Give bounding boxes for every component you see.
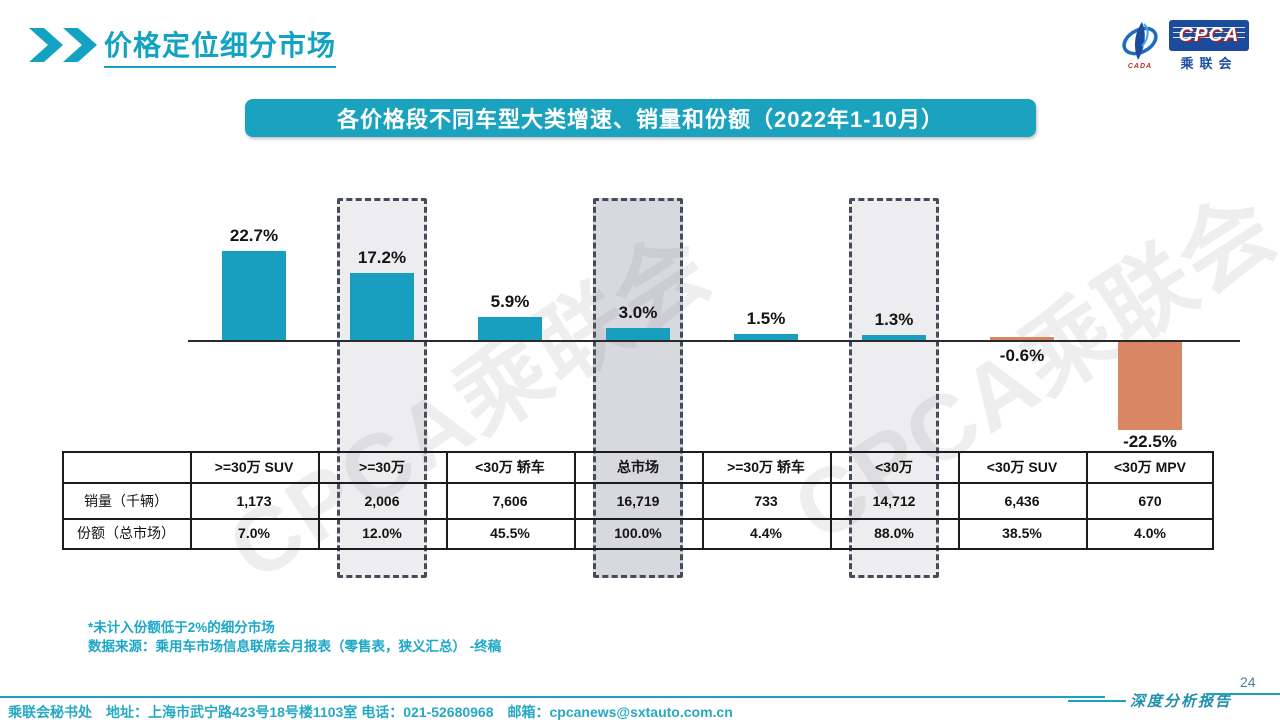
footnote-source: 数据来源：乘用车市场信息联席会月报表（零售表，狭义汇总） -终稿: [88, 639, 502, 654]
table-column-header: >=30万: [359, 458, 405, 475]
bar-value-label: 3.0%: [618, 303, 658, 322]
report-label: 深度分析报告: [1130, 692, 1233, 710]
report-label-right-rule: [1206, 693, 1280, 695]
double-chevron-icon: [29, 28, 97, 62]
table-vertical-line: [574, 451, 576, 550]
table-share-cell: 4.0%: [1134, 525, 1166, 541]
table-column-header: <30万 SUV: [986, 458, 1058, 475]
x-axis-line: [188, 340, 1240, 342]
cpca-box: CPCA: [1169, 20, 1249, 51]
table-vertical-line: [958, 451, 960, 550]
cpca-sub-label: 乘联会: [1180, 56, 1238, 71]
table-horizontal-line: [62, 451, 1214, 453]
cpca-label: CPCA: [1178, 24, 1240, 46]
table-vertical-line: [446, 451, 448, 550]
bar: [222, 251, 286, 340]
table-vertical-line: [830, 451, 832, 550]
bar: [478, 317, 542, 340]
table-vertical-line: [62, 451, 64, 550]
bar: [1118, 342, 1182, 430]
table-row-header: 销量（千辆）: [84, 492, 168, 509]
table-vertical-line: [1086, 451, 1088, 550]
cpca-swoosh-icon: CADA: [1118, 20, 1162, 72]
table-sales-cell: 14,712: [872, 492, 916, 509]
table-vertical-line: [702, 451, 704, 550]
table-sales-cell: 733: [754, 492, 778, 509]
table-vertical-line: [190, 451, 192, 550]
table-column-header: 总市场: [617, 458, 659, 475]
bar: [606, 328, 670, 340]
table-share-cell: 88.0%: [874, 525, 914, 541]
footnotes: *未计入份额低于2%的细分市场 数据来源：乘用车市场信息联席会月报表（零售表，狭…: [88, 618, 501, 656]
bar-value-label: 1.5%: [746, 309, 786, 328]
highlight-box: [849, 198, 939, 578]
bar: [862, 335, 926, 340]
bar: [990, 337, 1054, 340]
page-title: 价格定位细分市场: [104, 24, 337, 68]
table-column-header: <30万 轿车: [475, 458, 545, 475]
table-sales-cell: 7,606: [492, 492, 528, 509]
footer-contact: 乘联会秘书处 地址：上海市武宁路423号18号楼1103室 电话：021-526…: [8, 704, 733, 720]
table-column-header: <30万: [875, 458, 913, 475]
table-sales-cell: 670: [1138, 492, 1162, 509]
table-share-cell: 12.0%: [362, 525, 402, 541]
table-vertical-line: [318, 451, 320, 550]
table-horizontal-line: [62, 548, 1214, 550]
table-share-cell: 100.0%: [614, 525, 662, 541]
table-row-header: 份额（总市场）: [77, 525, 175, 541]
bar-value-label: -22.5%: [1123, 432, 1177, 451]
bar-value-label: 1.3%: [874, 310, 914, 329]
table-sales-cell: 16,719: [616, 492, 660, 509]
cpca-box-lines: [1173, 27, 1245, 28]
bar-value-label: -0.6%: [999, 346, 1045, 365]
table-share-cell: 38.5%: [1002, 525, 1042, 541]
footnote-exclusion: *未计入份额低于2%的细分市场: [88, 620, 275, 635]
table-horizontal-line: [62, 482, 1214, 484]
bar: [350, 273, 414, 340]
table-sales-cell: 2,006: [364, 492, 400, 509]
chart-title-banner: 各价格段不同车型大类增速、销量和份额（2022年1-10月）: [245, 99, 1036, 137]
table-horizontal-line: [62, 518, 1214, 520]
report-label-left-rule: [1068, 700, 1126, 702]
bar-value-label: 17.2%: [357, 248, 407, 267]
bar-value-label: 5.9%: [490, 292, 530, 311]
table-share-cell: 45.5%: [490, 525, 530, 541]
table-column-header: <30万 MPV: [1114, 458, 1186, 475]
table-column-header: >=30万 SUV: [214, 458, 294, 475]
highlight-box: [337, 198, 427, 578]
page-number: 24: [1240, 674, 1256, 690]
table-share-cell: 4.4%: [750, 525, 782, 541]
footer-divider: [0, 696, 1105, 698]
table-column-header: >=30万 轿车: [727, 458, 805, 475]
table-sales-cell: 1,173: [236, 492, 272, 509]
cpca-logo: CADA CPCA 乘联会: [1118, 20, 1249, 72]
table-sales-cell: 6,436: [1004, 492, 1040, 509]
cpca-logo-text: CPCA 乘联会: [1169, 20, 1249, 72]
table-share-cell: 7.0%: [238, 525, 270, 541]
bar: [734, 334, 798, 340]
cada-label: CADA: [1127, 63, 1153, 70]
table-vertical-line: [1212, 451, 1214, 550]
bar-value-label: 22.7%: [229, 226, 279, 245]
highlight-box: [593, 198, 683, 578]
